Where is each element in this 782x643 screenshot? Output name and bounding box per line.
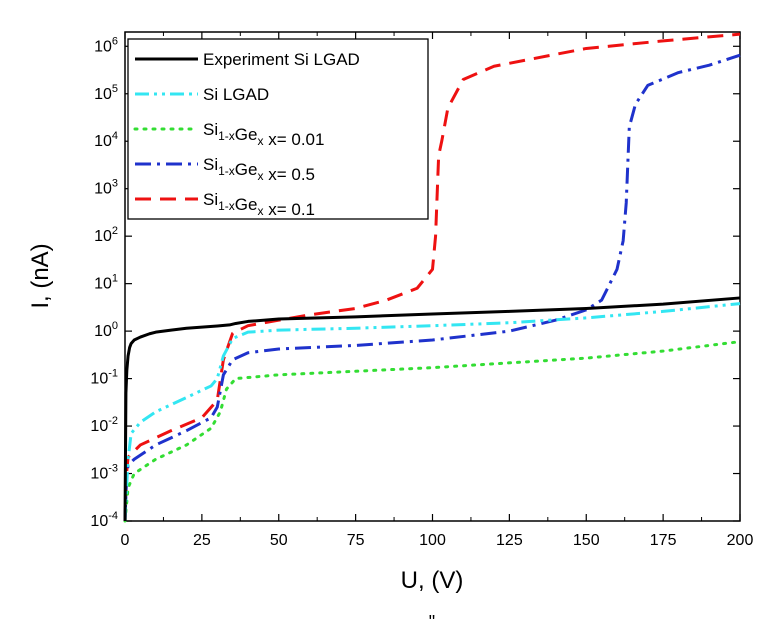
series-line xyxy=(123,302,741,522)
legend-label: Experiment Si LGAD xyxy=(203,50,360,69)
x-axis-title: U, (V) xyxy=(401,567,464,594)
y-tick-label: 105 xyxy=(94,83,118,103)
x-tick-label: 150 xyxy=(573,532,600,549)
legend-box xyxy=(127,38,429,220)
x-tick-label: 200 xyxy=(727,532,754,549)
legend: Experiment Si LGAD Si LGAD Si1-xGex x= 0.0… xyxy=(127,38,429,220)
x-tick-label: 175 xyxy=(650,532,677,549)
series-line xyxy=(123,340,742,523)
legend-label: Si1-xGex x= 0.01 xyxy=(203,120,324,149)
x-tick-label: 125 xyxy=(496,532,523,549)
y-axis-title: I, (nA) xyxy=(27,243,54,308)
x-tick-label: 50 xyxy=(270,532,288,549)
series-layer xyxy=(123,32,742,523)
y-tick-label: 10-3 xyxy=(90,463,118,483)
x-tick-label: 75 xyxy=(347,532,365,549)
legend-label: Si1-xGex x= 0.1 xyxy=(203,190,315,219)
legend-label: Si1-xGex x= 0.5 xyxy=(203,155,315,184)
y-tick-label: 10-1 xyxy=(90,368,118,388)
series-line xyxy=(123,53,741,522)
x-tick-label: 25 xyxy=(193,532,211,549)
y-tick-label: 106 xyxy=(94,35,118,55)
y-tick-label: 102 xyxy=(94,225,118,245)
y-tick-label: 101 xyxy=(94,273,118,293)
y-tick-label: 100 xyxy=(94,320,118,340)
y-tick-label: 10-2 xyxy=(90,415,118,435)
x-tick-label: 0 xyxy=(121,532,130,549)
y-tick-label: 103 xyxy=(94,178,118,198)
series-line xyxy=(123,296,741,522)
axis-ticks: 0 25 50 75 100 125 150 175 200 10-4 10-3 10-2 10-1 10… xyxy=(90,32,753,549)
stray-mark: " xyxy=(429,612,435,632)
y-tick-label: 104 xyxy=(94,130,118,150)
series-line xyxy=(123,32,741,522)
legend-label: Si LGAD xyxy=(203,85,269,104)
y-tick-label: 10-4 xyxy=(90,510,118,530)
x-tick-label: 100 xyxy=(419,532,446,549)
